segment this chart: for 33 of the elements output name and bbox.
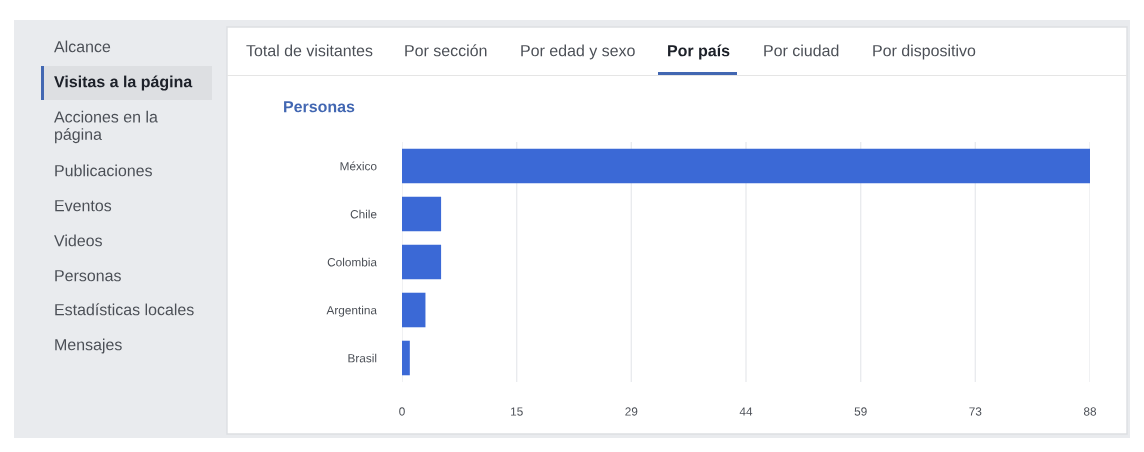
x-tick-label: 73 <box>969 407 982 416</box>
text: Alcance <box>54 40 111 53</box>
bar <box>402 340 410 376</box>
x-tick-label: 59 <box>854 407 867 416</box>
x-tick-label: 15 <box>511 407 523 416</box>
text: Por sección <box>405 44 487 57</box>
text: Por país <box>668 44 730 60</box>
text: Total de visitantes <box>246 44 373 57</box>
x-tick-label: 88 <box>1083 407 1097 416</box>
y-tick-label: Colombia <box>327 257 377 267</box>
x-tick-label: 0 <box>399 407 405 416</box>
text: Personas <box>55 270 121 282</box>
text: Mensajes <box>55 338 122 354</box>
text: Videos <box>54 234 102 247</box>
bar <box>402 244 442 280</box>
text: Por edad y sexo <box>521 44 635 60</box>
text: Estadísticas locales <box>55 303 194 316</box>
x-tick-label: 29 <box>625 407 638 416</box>
x-tick-label: 44 <box>739 407 753 416</box>
text: Por dispositivo <box>873 44 976 60</box>
y-tick-label: Chile <box>350 209 377 219</box>
bar <box>402 148 1090 184</box>
text: Publicaciones <box>55 164 152 177</box>
text: Por ciudad <box>764 44 839 57</box>
y-tick-label: Brasil <box>348 353 377 363</box>
chart-title: Personas <box>284 101 355 113</box>
text: Visitas a la página <box>54 75 193 91</box>
bar <box>402 292 426 328</box>
y-tick-label: México <box>340 161 377 171</box>
bar <box>402 196 442 232</box>
y-tick-label: Argentina <box>326 305 377 317</box>
text: Eventos <box>55 200 112 212</box>
text: Acciones en la página <box>54 110 158 144</box>
